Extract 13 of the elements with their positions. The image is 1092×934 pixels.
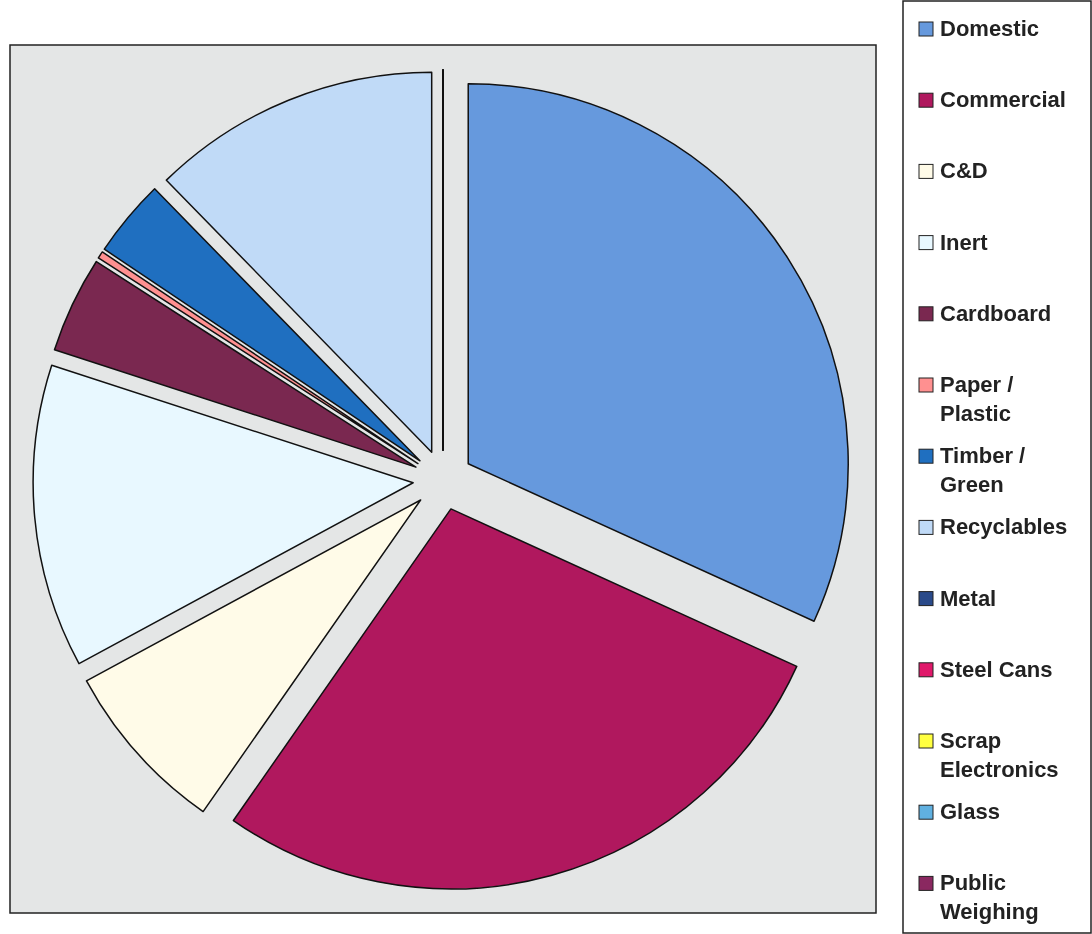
legend-label: Commercial [940, 87, 1066, 113]
legend-label: Scrap Electronics [940, 727, 1059, 782]
legend-label: Paper / Plastic [940, 371, 1014, 426]
legend-label: Glass [940, 799, 1000, 825]
legend-label: Recyclables [940, 514, 1068, 540]
legend-label: Metal [940, 585, 997, 611]
legend-label: Cardboard [940, 300, 1052, 326]
legend-label: Public Weighing [940, 870, 1039, 925]
legend-label: Timber / Green [940, 443, 1026, 498]
legend-label: Inert [940, 229, 989, 255]
legend-label: Domestic [940, 15, 1040, 41]
legend-label: Steel Cans [940, 656, 1053, 682]
legend-label: C&D [940, 158, 988, 184]
